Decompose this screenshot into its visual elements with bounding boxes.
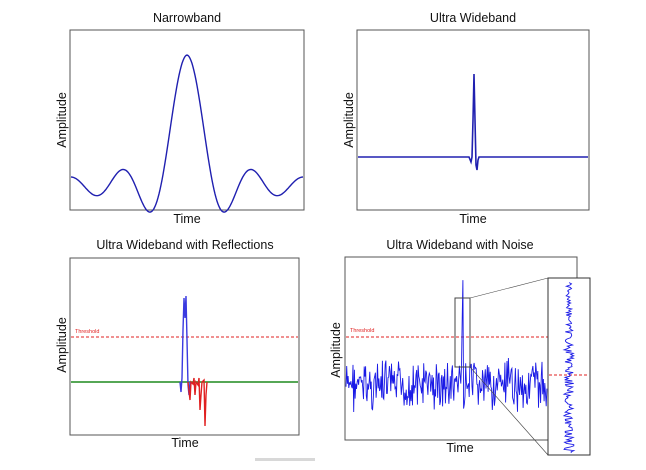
x-axis-label: Time [459, 212, 486, 226]
narrowband-series-line [70, 54, 304, 213]
threshold-label: Threshold [75, 329, 99, 335]
y-axis-label: Amplitude [55, 92, 69, 148]
chart-title: Ultra Wideband [430, 11, 516, 25]
uwb-series-line [358, 73, 588, 171]
decorative-smudge [255, 458, 315, 461]
panel-uwb-noise: Ultra Wideband with Noise Threshold Time… [329, 238, 591, 456]
chart-title: Ultra Wideband with Noise [386, 238, 533, 252]
x-axis-label: Time [173, 212, 200, 226]
chart-title: Ultra Wideband with Reflections [96, 238, 273, 252]
x-axis-label: Time [446, 441, 473, 455]
zoom-connector [469, 366, 549, 456]
threshold-label: Threshold [350, 328, 374, 334]
x-axis-label: Time [171, 436, 198, 450]
zoom-connector [469, 277, 549, 299]
inset-signal-line [562, 282, 576, 454]
plot-frame [69, 257, 300, 436]
plot-frame [69, 29, 305, 211]
chart-title: Narrowband [153, 11, 221, 25]
reflection-line [187, 377, 208, 427]
panel-uwb-reflections: Ultra Wideband with Reflections Threshol… [55, 238, 300, 450]
panel-ultra-wideband: Ultra Wideband Time Amplitude [342, 11, 590, 226]
zoom-selection-box [454, 297, 471, 368]
plot-frame [344, 256, 578, 441]
y-axis-label: Amplitude [55, 317, 69, 373]
y-axis-label: Amplitude [342, 92, 356, 148]
zoom-inset-frame [547, 277, 591, 456]
noise-signal-line [345, 280, 548, 413]
panel-narrowband: Narrowband Time Amplitude [55, 11, 305, 226]
y-axis-label: Amplitude [329, 322, 343, 378]
